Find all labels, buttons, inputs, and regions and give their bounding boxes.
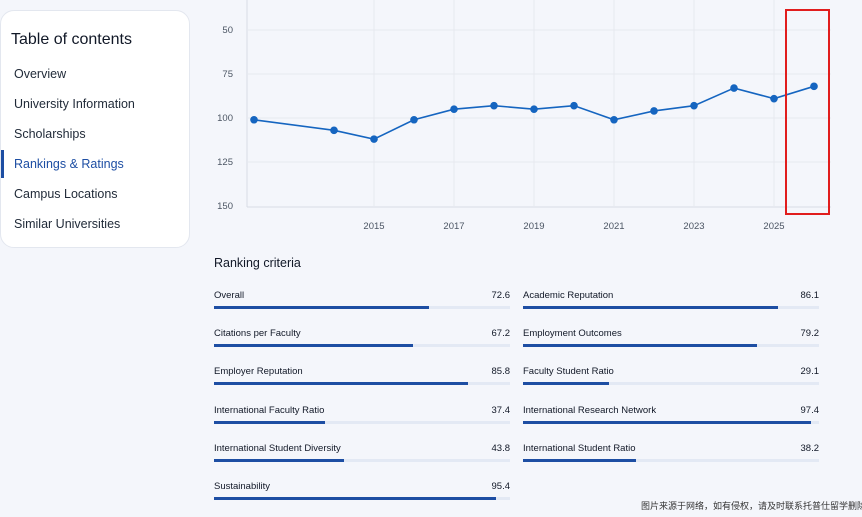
ranking-chart: 50 75 100 125 150 2015 2017 2019 2021 2023 2025 bbox=[200, 0, 862, 240]
criteria-label: International Student Diversity bbox=[214, 443, 341, 454]
x-tick-label: 2017 bbox=[443, 221, 464, 232]
criteria-value: 37.4 bbox=[491, 405, 511, 416]
criteria-progress-track bbox=[523, 421, 819, 424]
toc-item-rankings-ratings[interactable]: Rankings & Ratings bbox=[1, 150, 189, 178]
criteria-label: International Student Ratio bbox=[523, 443, 636, 454]
criteria-progress-fill bbox=[523, 344, 758, 347]
criteria-item: Overall 72.6 bbox=[214, 290, 510, 316]
criteria-value: 97.4 bbox=[800, 405, 820, 416]
criteria-progress-track bbox=[523, 382, 819, 385]
ranking-data-point[interactable] bbox=[570, 101, 578, 110]
ranking-criteria-title: Ranking criteria bbox=[214, 256, 301, 270]
x-tick-label: 2019 bbox=[523, 221, 544, 232]
criteria-progress-fill bbox=[214, 459, 344, 462]
ranking-data-point[interactable] bbox=[490, 101, 498, 110]
ranking-data-point[interactable] bbox=[450, 105, 458, 113]
criteria-value: 38.2 bbox=[800, 443, 820, 454]
highlight-box bbox=[785, 9, 830, 215]
criteria-label: International Research Network bbox=[523, 405, 657, 416]
criteria-label: Faculty Student Ratio bbox=[523, 366, 614, 377]
criteria-progress-track bbox=[523, 344, 819, 347]
ranking-data-point[interactable] bbox=[370, 135, 378, 143]
criteria-label: Employment Outcomes bbox=[523, 328, 622, 339]
ranking-data-point[interactable] bbox=[650, 107, 658, 115]
ranking-data-point[interactable] bbox=[530, 105, 538, 113]
x-tick-label: 2021 bbox=[603, 221, 624, 232]
criteria-progress-track bbox=[214, 306, 510, 309]
criteria-value: 79.2 bbox=[800, 328, 820, 339]
y-tick-label: 75 bbox=[222, 69, 233, 80]
criteria-progress-track bbox=[523, 459, 819, 462]
criteria-item: International Student Diversity 43.8 bbox=[214, 443, 510, 469]
criteria-value: 85.8 bbox=[491, 366, 511, 377]
ranking-series-line bbox=[253, 85, 815, 140]
criteria-label: Sustainability bbox=[214, 481, 270, 492]
criteria-label: Employer Reputation bbox=[214, 366, 303, 377]
ranking-chart-svg: 50 75 100 125 150 2015 2017 2019 2021 2023 2025 bbox=[217, 0, 831, 232]
criteria-progress-track bbox=[214, 382, 510, 385]
criteria-progress-track bbox=[523, 306, 819, 309]
ranking-data-point[interactable] bbox=[770, 94, 778, 103]
criteria-item: Employment Outcomes 79.2 bbox=[523, 328, 819, 354]
toc-item-university-information[interactable]: University Information bbox=[14, 97, 135, 111]
criteria-progress-fill bbox=[523, 421, 812, 424]
criteria-label: International Faculty Ratio bbox=[214, 405, 325, 416]
y-tick-label: 50 bbox=[222, 25, 233, 36]
criteria-label: Citations per Faculty bbox=[214, 328, 301, 339]
criteria-value: 95.4 bbox=[491, 481, 511, 492]
criteria-item: Citations per Faculty 67.2 bbox=[214, 328, 510, 354]
table-of-contents: Table of contents Overview University In… bbox=[0, 10, 190, 248]
criteria-value: 72.6 bbox=[491, 290, 511, 301]
criteria-progress-track bbox=[214, 497, 510, 500]
criteria-item: Employer Reputation 85.8 bbox=[214, 366, 510, 392]
toc-item-campus-locations[interactable]: Campus Locations bbox=[14, 187, 118, 201]
criteria-value: 43.8 bbox=[491, 443, 511, 454]
criteria-value: 86.1 bbox=[800, 290, 820, 301]
criteria-item: International Faculty Ratio 37.4 bbox=[214, 405, 510, 431]
criteria-progress-fill bbox=[523, 306, 778, 309]
criteria-label: Overall bbox=[214, 290, 245, 301]
ranking-data-point[interactable] bbox=[330, 126, 338, 135]
criteria-item: Academic Reputation 86.1 bbox=[523, 290, 819, 316]
criteria-item: International Student Ratio 38.2 bbox=[523, 443, 819, 469]
criteria-value: 67.2 bbox=[491, 328, 511, 339]
y-tick-label: 100 bbox=[217, 113, 233, 124]
x-tick-label: 2023 bbox=[683, 221, 704, 232]
y-tick-label: 125 bbox=[217, 157, 233, 168]
criteria-progress-fill bbox=[214, 421, 325, 424]
toc-title: Table of contents bbox=[11, 31, 132, 48]
criteria-item: Faculty Student Ratio 29.1 bbox=[523, 366, 819, 392]
ranking-data-point[interactable] bbox=[810, 82, 818, 91]
criteria-item: Sustainability 95.4 bbox=[214, 481, 510, 507]
criteria-item: International Research Network 97.4 bbox=[523, 405, 819, 431]
criteria-progress-track bbox=[214, 459, 510, 462]
criteria-progress-fill bbox=[523, 382, 610, 385]
y-tick-label: 150 bbox=[217, 201, 233, 212]
criteria-progress-fill bbox=[214, 497, 497, 500]
toc-item-similar-universities[interactable]: Similar Universities bbox=[14, 217, 121, 231]
criteria-progress-fill bbox=[214, 382, 468, 385]
x-tick-label: 2015 bbox=[363, 221, 384, 232]
criteria-progress-fill bbox=[214, 306, 429, 309]
ranking-data-point[interactable] bbox=[690, 101, 698, 110]
criteria-progress-track bbox=[214, 421, 510, 424]
criteria-value: 29.1 bbox=[800, 366, 820, 377]
ranking-data-point[interactable] bbox=[410, 115, 418, 124]
criteria-progress-fill bbox=[523, 459, 637, 462]
x-tick-label: 2025 bbox=[763, 221, 784, 232]
criteria-label: Academic Reputation bbox=[523, 290, 614, 301]
criteria-progress-track bbox=[214, 344, 510, 347]
ranking-data-point[interactable] bbox=[250, 115, 258, 124]
ranking-data-point[interactable] bbox=[610, 115, 618, 124]
toc-item-overview[interactable]: Overview bbox=[14, 67, 67, 81]
watermark-text: 图片来源于网络，如有侵权，请及时联系托普仕留学删除 bbox=[641, 501, 862, 511]
toc-item-scholarships[interactable]: Scholarships bbox=[14, 127, 86, 141]
criteria-progress-fill bbox=[214, 344, 413, 347]
ranking-data-point[interactable] bbox=[730, 84, 738, 92]
